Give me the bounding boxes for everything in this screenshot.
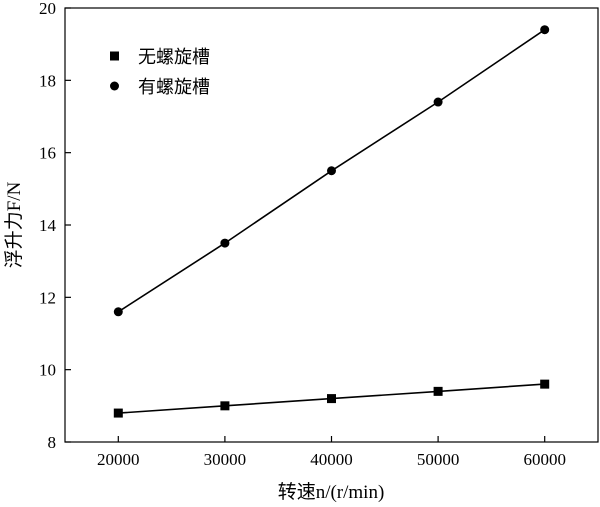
- data-point: [327, 166, 336, 176]
- legend-marker-square: [110, 51, 119, 61]
- data-point: [327, 394, 336, 404]
- data-point: [113, 307, 123, 317]
- plot-frame: [64, 7, 599, 443]
- x-tick-label: 40000: [310, 450, 353, 469]
- y-tick-label: 16: [39, 144, 56, 163]
- y-axis-title: 浮升力F/N: [3, 181, 25, 268]
- x-tick-label: 50000: [417, 450, 460, 469]
- legend-marker-circle: [110, 81, 119, 91]
- y-tick-label: 10: [39, 361, 56, 380]
- series-circle: [113, 25, 550, 317]
- data-point: [220, 401, 230, 411]
- x-axis-title: 转速n/(r/min): [278, 481, 385, 503]
- legend-label: 无螺旋槽: [138, 47, 210, 68]
- y-tick-label: 8: [48, 433, 57, 452]
- x-tick-label: 60000: [523, 450, 566, 469]
- axis-ticks: 20000 30000 40000 50000 60000 8 10 12 14 16 18 20: [39, 0, 566, 469]
- x-tick-label: 20000: [97, 450, 140, 469]
- data-point: [540, 25, 550, 35]
- data-point: [433, 386, 443, 396]
- y-tick-label: 12: [39, 288, 56, 307]
- series-layer: [113, 25, 550, 418]
- data-point: [220, 238, 230, 248]
- data-point: [433, 97, 443, 107]
- y-tick-label: 20: [39, 0, 56, 18]
- y-tick-label: 18: [39, 71, 56, 90]
- data-point: [540, 379, 550, 389]
- series-square: [113, 379, 550, 418]
- x-tick-label: 30000: [204, 450, 247, 469]
- legend-label: 有螺旋槽: [138, 77, 210, 98]
- data-point: [113, 408, 123, 418]
- y-tick-label: 14: [39, 216, 57, 235]
